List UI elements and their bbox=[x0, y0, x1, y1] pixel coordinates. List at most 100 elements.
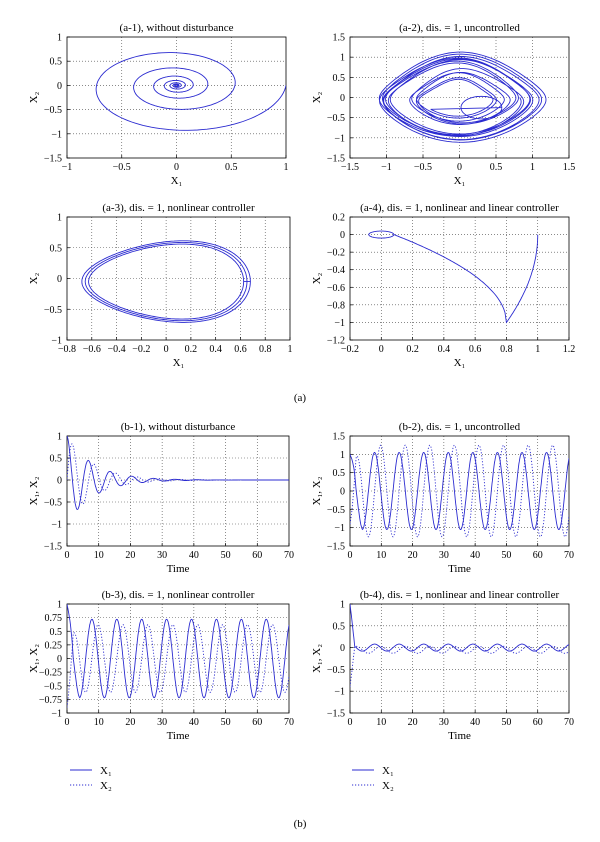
plot-frame bbox=[349, 216, 570, 341]
tick-label-x: 0 bbox=[164, 344, 169, 355]
tick-label-y: −0.5 bbox=[44, 498, 62, 509]
tick-label-x: 30 bbox=[439, 717, 449, 728]
tick-label-x: 0.2 bbox=[185, 344, 198, 355]
tick-label-y: 0.25 bbox=[45, 640, 63, 651]
tick-label-x: 0.8 bbox=[500, 344, 513, 355]
tick-label-y: −0.5 bbox=[327, 665, 345, 676]
tick-label-x: 60 bbox=[252, 550, 262, 561]
tick-label-x: 0 bbox=[65, 550, 70, 561]
tick-label-y: 1 bbox=[57, 600, 62, 611]
tick-label-x: 70 bbox=[564, 550, 574, 561]
tick-label-y: 0.5 bbox=[333, 468, 346, 479]
tick-label-y: −1 bbox=[51, 336, 62, 347]
tick-label-x: 0.8 bbox=[259, 344, 272, 355]
tick-label-y: 1 bbox=[340, 450, 345, 461]
y-axis-label: X₁, X₂ bbox=[311, 644, 323, 673]
tick-label-x: −0.5 bbox=[414, 162, 432, 173]
subplot-title: (b-4), dis. = 1, nonlinear and linear co… bbox=[360, 589, 560, 601]
caption-b: (b) bbox=[294, 818, 307, 830]
tick-label-y: −1.5 bbox=[44, 542, 62, 553]
tick-label-x: 60 bbox=[533, 550, 543, 561]
tick-label-y: −1 bbox=[51, 520, 62, 531]
tick-label-x: −0.8 bbox=[58, 344, 76, 355]
caption-a: (a) bbox=[294, 392, 307, 404]
tick-label-x: 10 bbox=[94, 550, 104, 561]
tick-label-x: 50 bbox=[501, 717, 511, 728]
tick-label-y: 1 bbox=[340, 53, 345, 64]
tick-label-y: 0.5 bbox=[50, 627, 63, 638]
tick-label-y: 0 bbox=[340, 643, 345, 654]
subplot-b-3: 0 10 20 30 40 50 60 70 −1 −0.75 −0.5 −0.25 0 0.25 0.5 0… bbox=[28, 589, 294, 742]
tick-label-y: −0.5 bbox=[44, 105, 62, 116]
tick-label-y: −0.5 bbox=[327, 505, 345, 516]
subplot-a-3: −0.8 −0.6 −0.4 −0.2 0 0.2 0.4 0.6 0.8 1 −1 −0.5 0 0.5… bbox=[28, 202, 293, 369]
tick-label-y: −1.5 bbox=[327, 542, 345, 553]
x-axis-label: Time bbox=[448, 563, 471, 575]
tick-label-x: 60 bbox=[533, 717, 543, 728]
tick-label-x: 10 bbox=[376, 717, 386, 728]
tick-label-x: 0 bbox=[348, 717, 353, 728]
tick-label-x: 30 bbox=[439, 550, 449, 561]
series-line-x1 bbox=[67, 604, 289, 699]
tick-label-x: 50 bbox=[221, 550, 231, 561]
tick-label-y: 0 bbox=[340, 230, 345, 241]
tick-label-x: 0.2 bbox=[406, 344, 419, 355]
legend-label-x1: X₁ bbox=[382, 765, 394, 777]
tick-label-y: −0.25 bbox=[39, 668, 62, 679]
plot-frame bbox=[349, 36, 570, 159]
tick-label-y: 0.5 bbox=[333, 73, 346, 84]
tick-label-y: −1 bbox=[334, 523, 345, 534]
tick-label-x: 20 bbox=[408, 550, 418, 561]
tick-label-x: 0 bbox=[174, 162, 179, 173]
y-axis-label: X₂ bbox=[311, 91, 323, 103]
plot-frame bbox=[66, 216, 291, 341]
tick-label-x: 0.6 bbox=[234, 344, 247, 355]
tick-label-x: 0.5 bbox=[225, 162, 238, 173]
tick-label-x: −1.5 bbox=[341, 162, 359, 173]
tick-label-y: 1 bbox=[57, 213, 62, 224]
subplot-b-1: 0 10 20 30 40 50 60 70 −1.5 −1 −0.5 0 0.5 1 (b-1), wit… bbox=[28, 421, 294, 575]
subplot-b-2: 0 10 20 30 40 50 60 70 −1.5 −1 −0.5 0 0.5 1 1.5 (b-2), … bbox=[311, 421, 574, 575]
tick-label-x: 1 bbox=[535, 344, 540, 355]
tick-label-x: −0.5 bbox=[113, 162, 131, 173]
tick-label-y: −0.6 bbox=[327, 283, 345, 294]
tick-label-x: 20 bbox=[125, 717, 135, 728]
tick-label-y: 0.5 bbox=[50, 243, 63, 254]
tick-label-x: 30 bbox=[157, 550, 167, 561]
tick-label-x: −1 bbox=[381, 162, 392, 173]
tick-label-y: −1 bbox=[334, 318, 345, 329]
x-axis-label: Time bbox=[167, 730, 190, 742]
tick-label-x: −0.4 bbox=[107, 344, 125, 355]
tick-label-x: 60 bbox=[252, 717, 262, 728]
series-line-x1 bbox=[350, 604, 569, 652]
series-trajectory bbox=[368, 230, 539, 324]
x-axis-label: Time bbox=[448, 730, 471, 742]
subplot-a-2: −1.5 −1 −0.5 0 0.5 1 1.5 −1.5 −1 −0.5 0 0.5 1 1.5 (a-2… bbox=[311, 22, 575, 187]
series-line-x1 bbox=[67, 436, 289, 510]
tick-label-x: 1 bbox=[284, 162, 289, 173]
tick-label-y: 1 bbox=[57, 432, 62, 443]
y-axis-label: X₁, X₂ bbox=[28, 476, 40, 505]
tick-label-x: 50 bbox=[221, 717, 231, 728]
y-axis-label: X₂ bbox=[28, 91, 40, 103]
tick-label-y: −0.4 bbox=[327, 265, 345, 276]
series-line-x1 bbox=[350, 452, 569, 531]
plot-frame bbox=[66, 435, 290, 547]
tick-label-y: −1.5 bbox=[44, 154, 62, 165]
tick-label-x: 1.5 bbox=[563, 162, 576, 173]
tick-label-y: 0.5 bbox=[50, 454, 63, 465]
tick-label-y: −1 bbox=[51, 129, 62, 140]
y-axis-label: X₂ bbox=[28, 272, 40, 284]
tick-label-x: 40 bbox=[470, 717, 480, 728]
tick-label-y: −0.75 bbox=[39, 695, 62, 706]
series-trajectory bbox=[378, 51, 547, 143]
subplot-title: (a-3), dis. = 1, nonlinear controller bbox=[102, 202, 255, 214]
legend-label-x2: X₂ bbox=[100, 780, 112, 792]
tick-label-y: −0.2 bbox=[327, 248, 345, 259]
tick-label-y: 0 bbox=[340, 93, 345, 104]
tick-label-y: 0.5 bbox=[50, 57, 63, 68]
subplot-title: (b-1), without disturbance bbox=[121, 421, 236, 433]
legend-label-x1: X₁ bbox=[100, 765, 112, 777]
x-axis-label: X₁ bbox=[454, 175, 466, 187]
tick-label-x: 0 bbox=[65, 717, 70, 728]
